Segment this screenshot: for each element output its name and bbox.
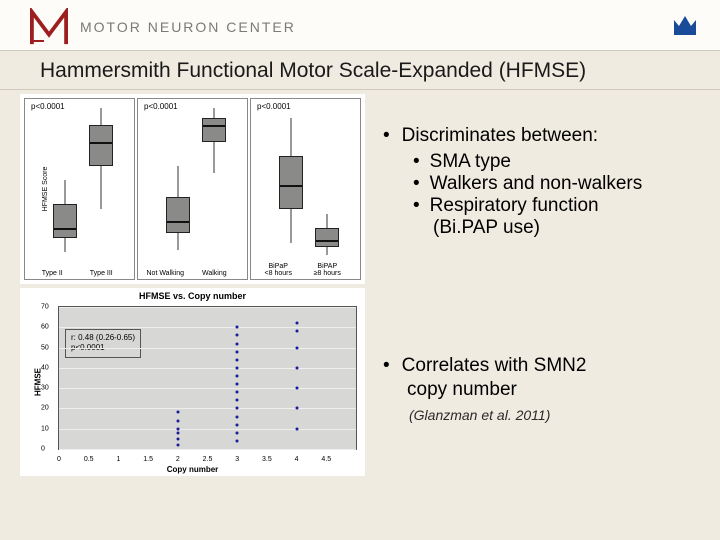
- box: [279, 156, 303, 209]
- data-point: [236, 358, 239, 361]
- data-point: [176, 427, 179, 430]
- xtick: 3: [235, 456, 239, 463]
- figures-column: p<0.0001HFMSE ScoreType IIType IIIp<0.00…: [20, 94, 365, 476]
- xtick: 2: [176, 456, 180, 463]
- xtick: 4.5: [321, 456, 331, 463]
- citation: (Glanzman et al. 2011): [383, 407, 700, 423]
- header: MOTOR NEURON CENTER: [0, 0, 720, 51]
- ytick: 20: [41, 405, 49, 412]
- data-point: [236, 342, 239, 345]
- data-point: [236, 334, 239, 337]
- data-point: [176, 443, 179, 446]
- boxplot-panel: p<0.0001HFMSE ScoreType IIType III: [24, 98, 135, 280]
- title-row: Hammersmith Functional Motor Scale-Expan…: [0, 53, 720, 90]
- bullet-discriminates: Discriminates between:: [383, 124, 700, 149]
- data-point: [176, 437, 179, 440]
- xtick: 3.5: [262, 456, 272, 463]
- text-column: Discriminates between: SMA type Walkers …: [373, 94, 710, 476]
- data-point: [295, 427, 298, 430]
- data-point: [236, 423, 239, 426]
- bullet-list-2: Correlates with SMN2copy number: [383, 354, 700, 403]
- data-point: [236, 374, 239, 377]
- box: [53, 204, 77, 238]
- category-label: Not Walking: [146, 270, 185, 277]
- sub-walkers: Walkers and non-walkers: [413, 173, 700, 195]
- anno-p: p<0.0001: [71, 343, 135, 353]
- sub-resp: Respiratory function(Bi.PAP use): [413, 195, 700, 239]
- data-point: [236, 326, 239, 329]
- data-point: [176, 411, 179, 414]
- box: [89, 125, 113, 166]
- data-point: [236, 407, 239, 410]
- pvalue-label: p<0.0001: [31, 102, 65, 111]
- box: [315, 228, 339, 247]
- page-title: Hammersmith Functional Motor Scale-Expan…: [40, 59, 680, 83]
- data-point: [176, 431, 179, 434]
- data-point: [236, 391, 239, 394]
- ytick: 10: [41, 425, 49, 432]
- data-point: [236, 366, 239, 369]
- scatter-title: HFMSE vs. Copy number: [20, 288, 365, 301]
- data-point: [295, 330, 298, 333]
- category-label: Type III: [82, 270, 121, 277]
- box: [202, 118, 226, 142]
- xtick: 1.5: [143, 456, 153, 463]
- ytick: 0: [41, 446, 45, 453]
- scatter-annotation: r: 0.48 (0.26-0.65) p<0.0001: [65, 329, 141, 358]
- data-point: [236, 399, 239, 402]
- scatter-plot-area: r: 0.48 (0.26-0.65) p<0.0001 01020304050…: [58, 306, 357, 450]
- category-label: Walking: [195, 270, 234, 277]
- xtick: 2.5: [203, 456, 213, 463]
- pvalue-label: p<0.0001: [144, 102, 178, 111]
- data-point: [236, 415, 239, 418]
- data-point: [295, 346, 298, 349]
- xtick: 1: [116, 456, 120, 463]
- bullet-correlates: Correlates with SMN2copy number: [383, 354, 700, 403]
- boxplot-figure: p<0.0001HFMSE ScoreType IIType IIIp<0.00…: [20, 94, 365, 284]
- scatter-ylabel: HFMSE: [34, 368, 43, 396]
- sub-sma: SMA type: [413, 151, 700, 173]
- category-label: Type II: [33, 270, 72, 277]
- scatter-figure: HFMSE vs. Copy number HFMSE Copy number …: [20, 288, 365, 476]
- section-2: Correlates with SMN2copy number (Glanzma…: [383, 354, 700, 423]
- data-point: [295, 322, 298, 325]
- data-point: [236, 431, 239, 434]
- sub-bullet-list: SMA type Walkers and non-walkers Respira…: [383, 151, 700, 239]
- ytick: 30: [41, 385, 49, 392]
- category-label: BiPAP≥8 hours: [308, 263, 347, 277]
- org-name: MOTOR NEURON CENTER: [80, 19, 296, 35]
- data-point: [236, 383, 239, 386]
- data-point: [236, 350, 239, 353]
- ytick: 60: [41, 324, 49, 331]
- data-point: [295, 387, 298, 390]
- anno-r: r: 0.48 (0.26-0.65): [71, 333, 135, 343]
- scatter-xlabel: Copy number: [167, 465, 219, 474]
- ytick: 70: [41, 304, 49, 311]
- crown-icon: [670, 10, 700, 40]
- accent-divider: [30, 40, 44, 42]
- bullet-list-1: Discriminates between:: [383, 124, 700, 151]
- boxplot-panel: p<0.0001 BiPaP<8 hours BiPAP≥8 hours: [250, 98, 361, 280]
- ytick: 50: [41, 344, 49, 351]
- category-label: BiPaP<8 hours: [259, 263, 298, 277]
- data-point: [295, 366, 298, 369]
- xtick: 0: [57, 456, 61, 463]
- xtick: 0.5: [84, 456, 94, 463]
- data-point: [236, 439, 239, 442]
- content: p<0.0001HFMSE ScoreType IIType IIIp<0.00…: [0, 90, 720, 486]
- box: [166, 197, 190, 233]
- xtick: 4: [295, 456, 299, 463]
- ytick: 40: [41, 364, 49, 371]
- boxplot-panel: p<0.0001 Not Walking Walking: [137, 98, 248, 280]
- data-point: [176, 419, 179, 422]
- pvalue-label: p<0.0001: [257, 102, 291, 111]
- data-point: [295, 407, 298, 410]
